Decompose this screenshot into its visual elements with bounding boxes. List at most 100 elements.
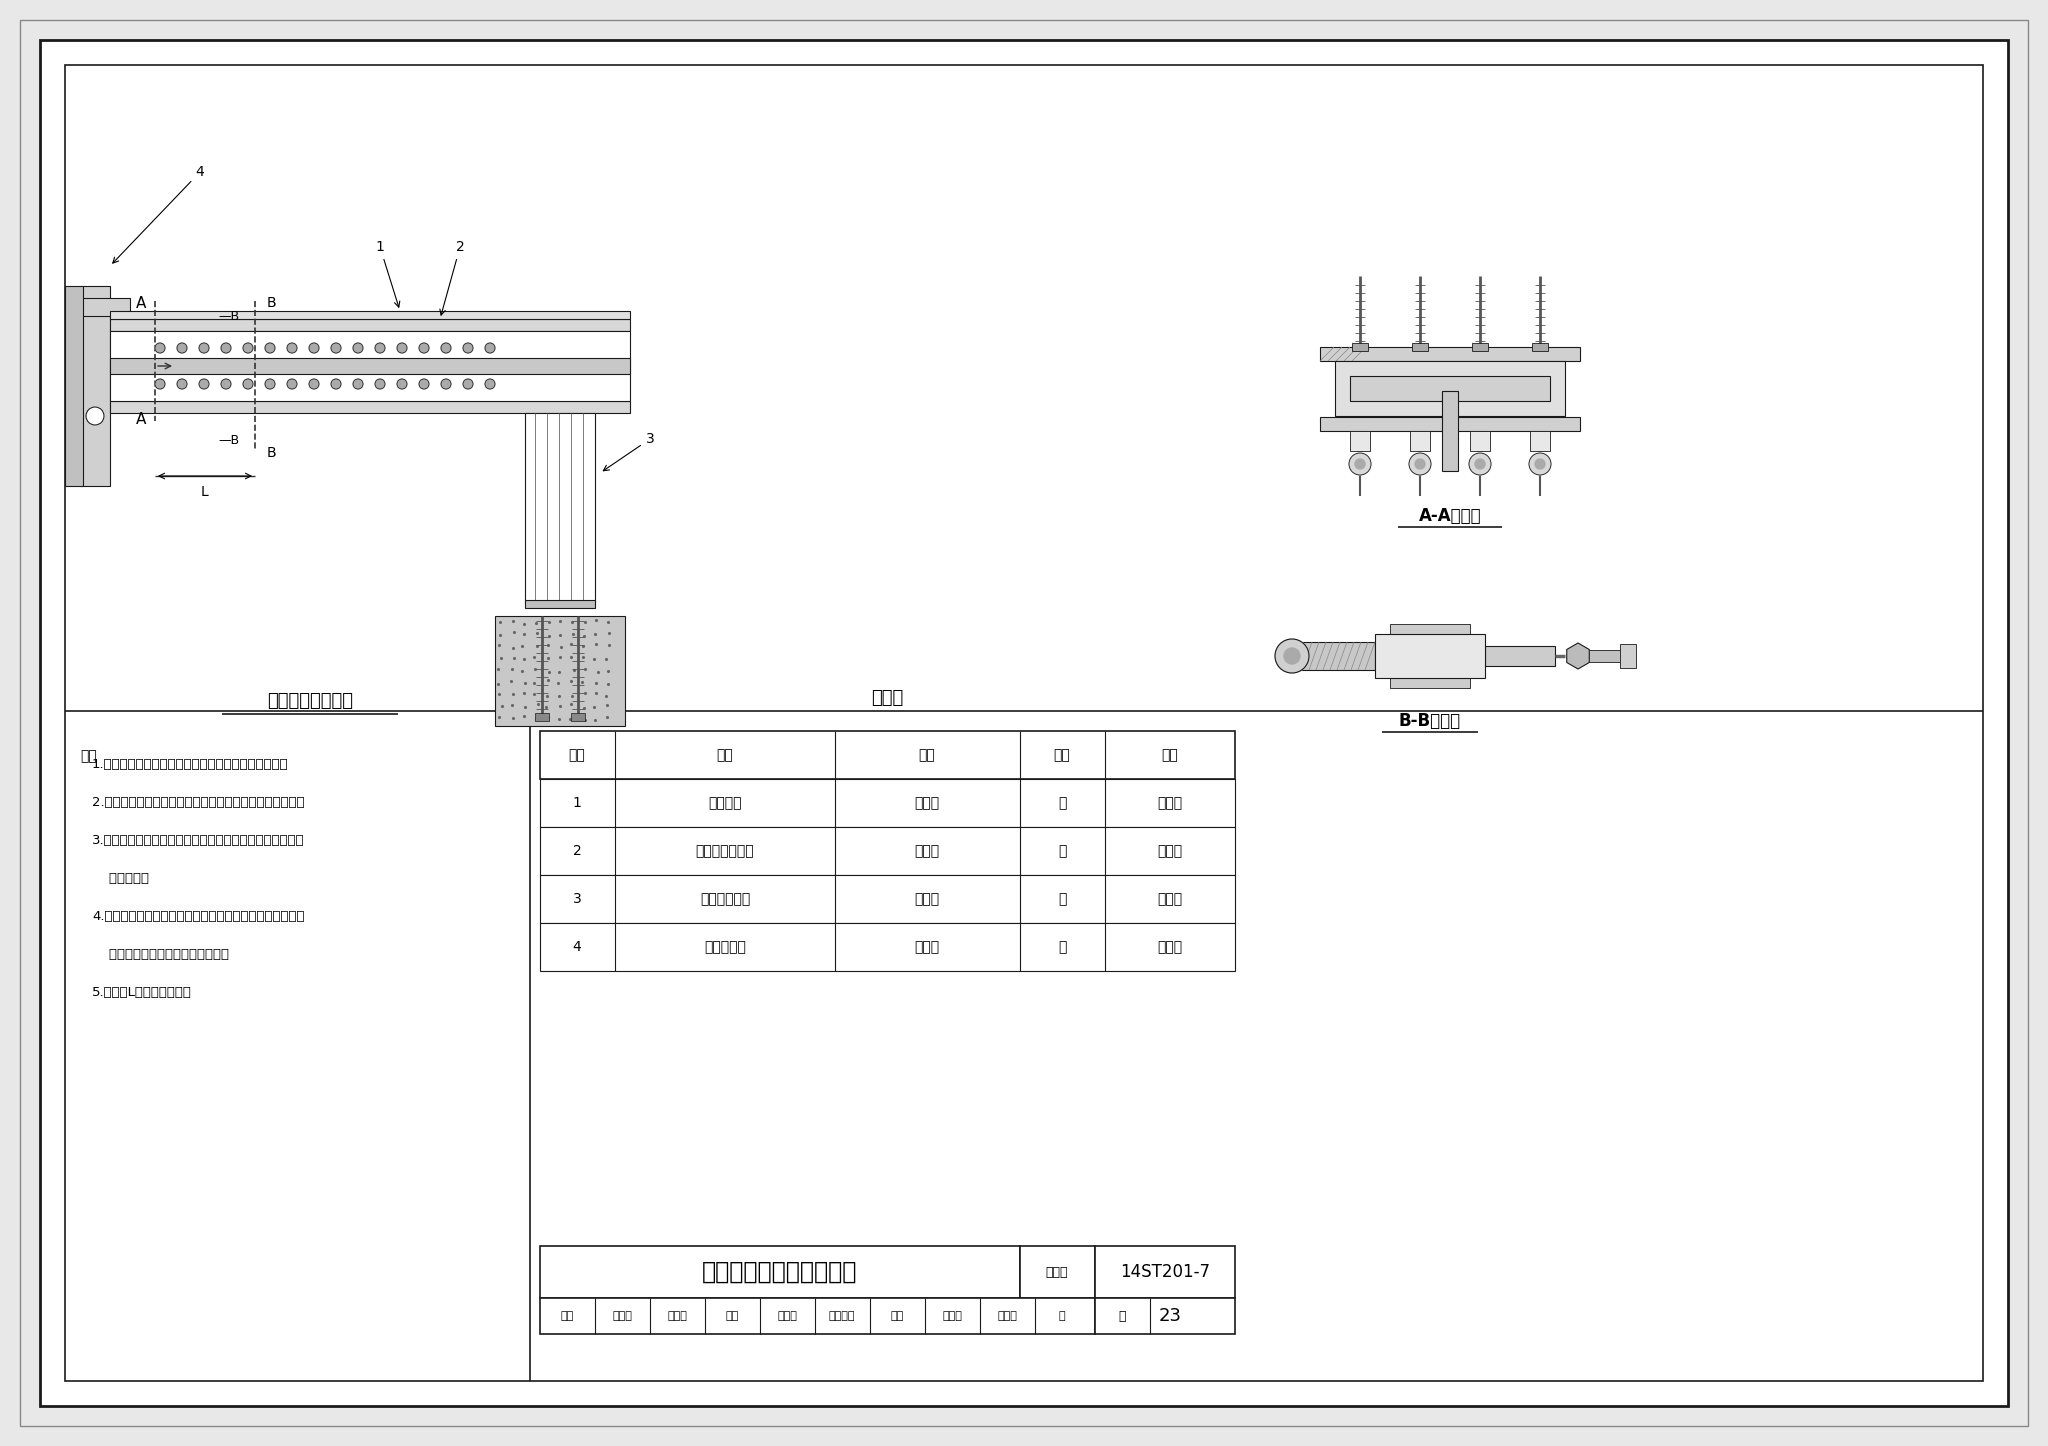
Bar	[80, 286, 111, 486]
Bar	[1409, 431, 1430, 451]
Bar	[541, 875, 1235, 923]
Text: 1: 1	[375, 240, 399, 307]
Text: 3.　电缆在电缆接线板上安装时应预留因温度变化而产生的: 3. 电缆在电缆接线板上安装时应预留因温度变化而产生的	[92, 834, 305, 847]
Text: 2: 2	[573, 844, 582, 857]
Bar	[524, 600, 596, 607]
Text: 蔡志刚: 蔡志刚	[776, 1312, 797, 1322]
Circle shape	[397, 379, 408, 389]
Circle shape	[420, 343, 428, 353]
Bar	[541, 827, 1235, 875]
Bar	[1335, 362, 1565, 416]
Text: 按设计: 按设计	[1157, 940, 1182, 954]
Bar	[541, 732, 1235, 779]
Text: 铜、铝: 铜、铝	[915, 795, 940, 810]
Text: 1.　电连接所有安装接触面均应清洁，涂抄导电油脂。: 1. 电连接所有安装接触面均应清洁，涂抄导电油脂。	[92, 759, 289, 772]
Bar	[541, 1246, 1020, 1299]
Text: 按设计: 按设计	[1157, 892, 1182, 907]
Text: 孙欢欢: 孙欢欢	[942, 1312, 963, 1322]
Text: B-B剖面图: B-B剖面图	[1399, 711, 1460, 730]
Text: 按设计: 按设计	[1157, 844, 1182, 857]
Text: 套: 套	[1059, 844, 1067, 857]
Text: 固，标志牌字迹清晰、挂装牢靠。: 固，标志牌字迹清晰、挂装牢靠。	[92, 949, 229, 962]
Bar	[1620, 643, 1636, 668]
Text: 蔡桂刚则: 蔡桂刚则	[829, 1312, 856, 1322]
Circle shape	[375, 343, 385, 353]
Bar	[1470, 431, 1491, 451]
Bar	[111, 359, 631, 375]
Text: A: A	[135, 412, 145, 427]
Text: 4: 4	[113, 165, 205, 263]
Bar	[541, 1299, 1096, 1335]
Circle shape	[199, 379, 209, 389]
Circle shape	[420, 379, 428, 389]
Text: 5.　图中L为设计给定値。: 5. 图中L为设计给定値。	[92, 986, 193, 999]
Circle shape	[1409, 453, 1432, 474]
Text: 钓、铝: 钓、铝	[915, 844, 940, 857]
Bar	[535, 713, 549, 722]
Text: 整体绵缘支架: 整体绵缘支架	[700, 892, 750, 907]
Circle shape	[1415, 458, 1425, 469]
Text: 材料: 材料	[920, 748, 936, 762]
Text: 图集号: 图集号	[1047, 1265, 1069, 1278]
Circle shape	[332, 379, 342, 389]
Bar	[1350, 376, 1550, 401]
Text: 位移长度。: 位移长度。	[92, 872, 150, 885]
Text: 3: 3	[604, 432, 655, 471]
Bar	[1300, 642, 1374, 669]
Circle shape	[244, 343, 254, 353]
Text: 3: 3	[573, 892, 582, 907]
Bar	[1096, 1246, 1235, 1299]
Text: 玻璃钓: 玻璃钓	[915, 940, 940, 954]
Bar	[1321, 416, 1579, 431]
Text: 套: 套	[1059, 795, 1067, 810]
Circle shape	[287, 379, 297, 389]
Circle shape	[463, 379, 473, 389]
Circle shape	[264, 343, 274, 353]
Text: 设计: 设计	[891, 1312, 903, 1322]
Bar	[1096, 1299, 1235, 1335]
Text: 电连接板正立面图: 电连接板正立面图	[266, 693, 352, 710]
Bar	[80, 298, 129, 317]
Circle shape	[221, 379, 231, 389]
Circle shape	[156, 379, 166, 389]
Circle shape	[176, 343, 186, 353]
Bar	[111, 320, 631, 331]
Bar	[111, 331, 631, 401]
Text: A: A	[135, 295, 145, 311]
Bar	[1442, 390, 1458, 471]
Circle shape	[397, 343, 408, 353]
Bar	[1411, 343, 1427, 351]
Text: —B: —B	[219, 434, 240, 447]
Bar	[111, 311, 631, 320]
Circle shape	[1350, 453, 1370, 474]
Bar	[541, 779, 1235, 827]
Circle shape	[221, 343, 231, 353]
Circle shape	[244, 379, 254, 389]
Text: 钓铝复合接触轨: 钓铝复合接触轨	[696, 844, 754, 857]
Text: B: B	[266, 296, 276, 309]
Bar	[1485, 646, 1554, 667]
Text: 套: 套	[1059, 892, 1067, 907]
Circle shape	[1536, 458, 1544, 469]
Circle shape	[1284, 648, 1300, 664]
Bar	[1020, 1246, 1096, 1299]
Circle shape	[287, 343, 297, 353]
Text: 孙欢欢: 孙欢欢	[997, 1312, 1018, 1322]
Circle shape	[264, 379, 274, 389]
Bar	[1321, 347, 1579, 362]
Polygon shape	[1567, 643, 1589, 669]
Circle shape	[156, 343, 166, 353]
Text: 校对: 校对	[725, 1312, 739, 1322]
Text: 23: 23	[1159, 1307, 1182, 1325]
Bar	[111, 401, 631, 414]
Circle shape	[86, 406, 104, 425]
Text: 数量: 数量	[1161, 748, 1178, 762]
Circle shape	[440, 379, 451, 389]
Text: A-A剖面图: A-A剖面图	[1419, 508, 1481, 525]
Text: —B: —B	[219, 309, 240, 322]
Text: 2: 2	[440, 240, 465, 315]
Text: 14ST201-7: 14ST201-7	[1120, 1262, 1210, 1281]
Text: 页: 页	[1059, 1312, 1065, 1322]
Text: 4: 4	[573, 940, 582, 954]
Circle shape	[440, 343, 451, 353]
